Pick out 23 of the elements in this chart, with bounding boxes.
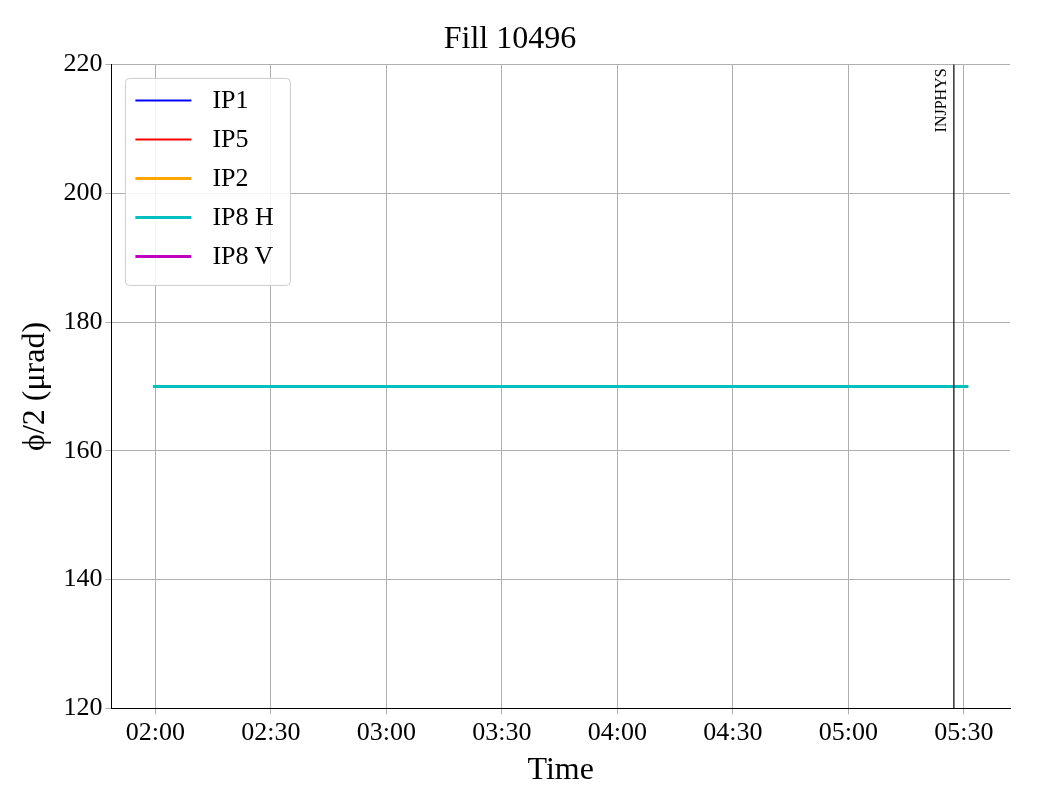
y-tick-label: 200 (63, 177, 103, 207)
ref-line-label: INJPHYS (932, 68, 950, 133)
y-tick-label: 180 (63, 305, 103, 335)
x-tick-label: 05:30 (934, 716, 994, 746)
x-tick-label: 04:30 (703, 716, 763, 746)
legend-label: IP5 (212, 124, 249, 154)
y-tick-label: 140 (63, 563, 103, 593)
y-tick-label: 160 (63, 434, 103, 464)
legend-label: IP1 (212, 85, 249, 115)
x-tick-label: 03:30 (472, 716, 532, 746)
x-tick-label: 04:00 (587, 716, 647, 746)
legend-label: IP2 (212, 163, 249, 193)
y-axis-title: ϕ/2 (μrad) (14, 321, 51, 451)
x-tick-label: 02:00 (125, 716, 185, 746)
x-axis-title: Time (527, 750, 594, 787)
x-tick-label: 05:00 (818, 716, 878, 746)
legend-label: IP8 V (212, 241, 274, 271)
legend-label: IP8 H (212, 202, 275, 232)
x-tick-label: 03:00 (356, 716, 416, 746)
y-tick-label: 120 (63, 692, 103, 722)
x-tick-label: 02:30 (241, 716, 301, 746)
y-tick-label: 220 (63, 48, 103, 78)
chart-title: Fill 10496 (443, 18, 577, 55)
